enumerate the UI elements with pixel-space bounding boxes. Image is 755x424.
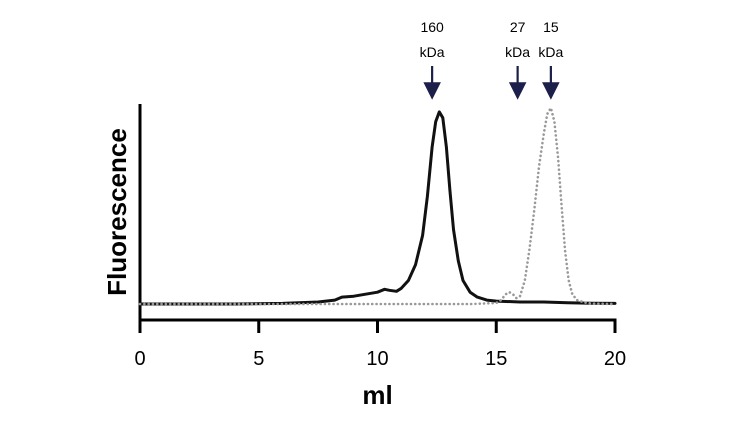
axes: 0 5 10 15 20 [134,104,626,370]
marker-label-value: 15 [543,19,559,35]
marker-1: 27 kDa [505,19,530,100]
x-axis-title: ml [362,380,392,410]
marker-0: 160 kDa [420,19,445,100]
marker-label-unit: kDa [420,44,445,60]
x-tick-label-5: 5 [253,348,264,370]
marker-2: 15 kDa [538,19,564,100]
size-markers: 160 kDa 27 kDa 15 kDa [420,19,564,100]
x-tick-label-15: 15 [485,348,507,370]
x-tick-label-20: 20 [604,348,626,370]
x-tick-label-0: 0 [134,348,145,370]
x-tick-label-10: 10 [366,348,388,370]
y-axis-title: Fluorescence [102,128,132,296]
marker-label-value: 27 [510,19,526,35]
series-layer [138,106,617,306]
marker-label-unit: kDa [538,44,563,60]
series-solid-trace [138,110,617,306]
marker-label-value: 160 [420,19,444,35]
marker-label-unit: kDa [505,44,530,60]
series-dotted-trace [138,106,617,306]
